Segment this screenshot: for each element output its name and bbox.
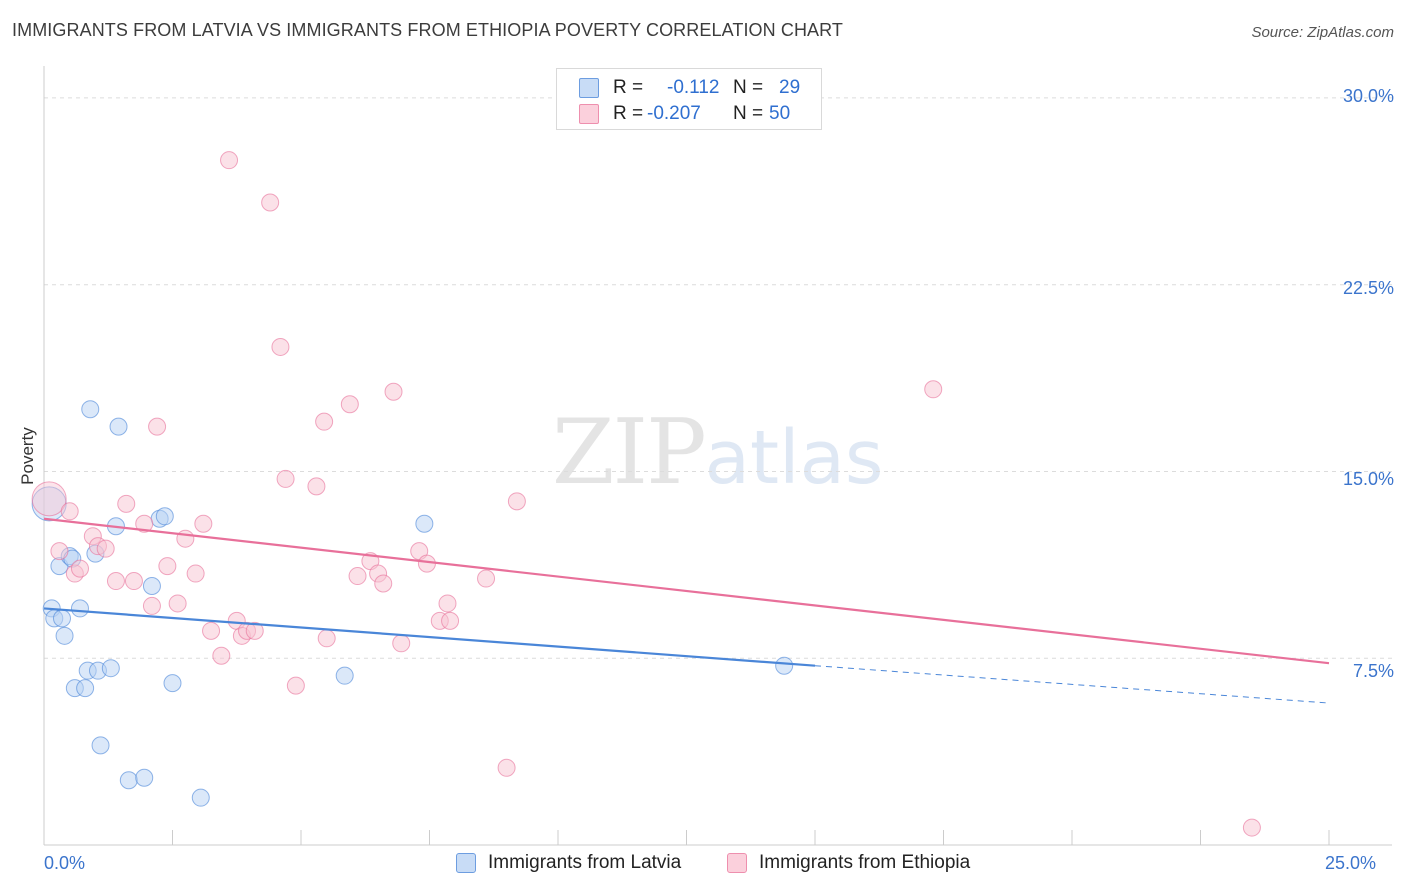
data-point-latvia [191, 788, 210, 807]
data-point-ethiopia [96, 539, 115, 558]
data-point-ethiopia [348, 567, 367, 586]
data-point-ethiopia [70, 559, 89, 578]
data-point-ethiopia [142, 596, 161, 615]
watermark-atlas: atlas [704, 415, 884, 501]
data-point-latvia [415, 514, 434, 533]
x-tick-label-min: 0.0% [44, 853, 86, 873]
data-point-latvia [101, 659, 120, 678]
data-point-latvia [335, 666, 354, 685]
y-tick-label: 30.0% [1342, 86, 1394, 106]
data-point-latvia [109, 417, 128, 436]
data-point-ethiopia [507, 492, 526, 511]
data-point-latvia [91, 736, 110, 755]
bottom-legend-label-ethiopia: Immigrants from Ethiopia [759, 852, 971, 873]
data-point-ethiopia [276, 469, 295, 488]
watermark-zip: ZIP [552, 400, 707, 505]
data-point-ethiopia [315, 412, 334, 431]
data-point-latvia [155, 507, 174, 526]
data-point-ethiopia [384, 382, 403, 401]
data-point-ethiopia [148, 417, 167, 436]
legend-n-value: 29 [779, 77, 801, 98]
data-point-latvia [142, 577, 161, 596]
legend-r-label: R = [613, 77, 644, 98]
data-point-latvia [70, 599, 89, 618]
trend-line-extension-latvia [814, 665, 1330, 704]
y-tick-label: 15.0% [1342, 469, 1394, 489]
bottom-legend-swatch-ethiopia [727, 853, 747, 873]
data-point-ethiopia [392, 634, 411, 653]
data-point-ethiopia [286, 676, 305, 695]
legend-r-value: -0.207 [647, 103, 701, 124]
data-point-ethiopia [245, 621, 264, 640]
data-point-ethiopia [307, 477, 326, 496]
data-point-ethiopia [212, 646, 231, 665]
data-point-ethiopia [497, 758, 516, 777]
data-point-latvia [81, 400, 100, 419]
watermark: ZIPatlas [552, 400, 883, 505]
data-point-ethiopia [158, 557, 177, 576]
data-point-latvia [135, 768, 154, 787]
y-axis-label: Poverty [18, 427, 37, 485]
legend-swatch-latvia [579, 78, 599, 98]
data-point-ethiopia [317, 629, 336, 648]
chart-title: IMMIGRANTS FROM LATVIA VS IMMIGRANTS FRO… [12, 20, 844, 40]
data-point-ethiopia [438, 594, 457, 613]
legend-r-label: R = [613, 103, 644, 124]
legend-swatch-ethiopia [579, 104, 599, 124]
legend-n-value: 50 [769, 103, 791, 124]
data-point-latvia [55, 626, 74, 645]
data-point-latvia [76, 679, 95, 698]
y-tick-label: 22.5% [1342, 278, 1394, 298]
data-point-ethiopia [176, 529, 195, 548]
data-point-ethiopia [117, 494, 136, 513]
data-point-ethiopia [60, 502, 79, 521]
data-point-ethiopia [261, 193, 280, 212]
data-point-ethiopia [186, 564, 205, 583]
data-point-latvia [119, 771, 138, 790]
data-point-ethiopia [135, 514, 154, 533]
bottom-legend-label-latvia: Immigrants from Latvia [488, 852, 682, 873]
data-point-ethiopia [417, 554, 436, 573]
data-point-latvia [775, 656, 794, 675]
legend-n-label: N = [733, 103, 764, 124]
legend-n-label: N = [733, 77, 764, 98]
trend-line-latvia [43, 607, 816, 667]
data-point-ethiopia [168, 594, 187, 613]
data-point-ethiopia [194, 514, 213, 533]
data-point-ethiopia [924, 380, 943, 399]
trend-line-ethiopia [43, 517, 1330, 665]
data-point-ethiopia [340, 395, 359, 414]
x-tick-label-max: 25.0% [1325, 853, 1377, 873]
legend-r-value: -0.112 [667, 77, 720, 98]
data-point-ethiopia [1242, 818, 1261, 837]
chart-source: Source: ZipAtlas.com [1251, 24, 1394, 41]
data-point-ethiopia [374, 574, 393, 593]
data-point-ethiopia [271, 337, 290, 356]
data-point-ethiopia [441, 611, 460, 630]
data-point-ethiopia [202, 621, 221, 640]
bottom-legend-swatch-latvia [456, 853, 476, 873]
data-point-latvia [163, 674, 182, 693]
data-point-ethiopia [106, 572, 125, 591]
data-point-latvia [52, 609, 71, 628]
correlation-legend: R = -0.112 N = 29 R = -0.207 N = 50 [556, 68, 822, 130]
data-point-ethiopia [220, 151, 239, 170]
y-tick-label: 7.5% [1352, 661, 1394, 681]
data-point-ethiopia [31, 481, 67, 517]
data-point-ethiopia [50, 542, 69, 561]
data-point-ethiopia [124, 572, 143, 591]
data-point-ethiopia [477, 569, 496, 588]
